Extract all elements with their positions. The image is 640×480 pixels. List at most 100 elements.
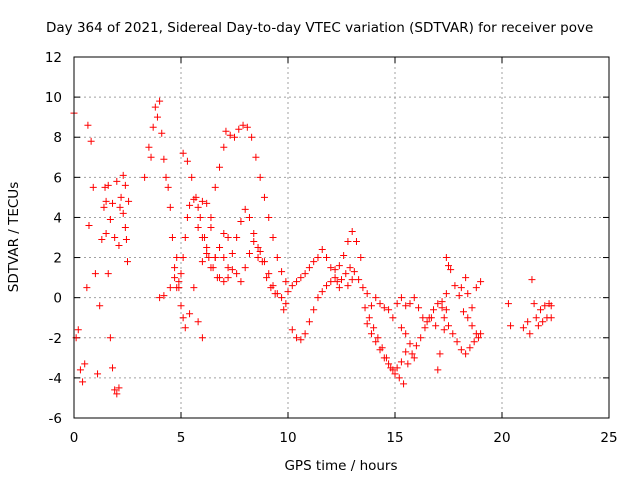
data-point — [213, 274, 221, 282]
data-point — [149, 123, 157, 131]
data-point — [397, 294, 405, 302]
data-point — [153, 113, 161, 121]
data-point — [370, 324, 378, 332]
data-point — [233, 270, 241, 278]
data-point — [333, 278, 341, 286]
data-point — [85, 221, 93, 229]
data-point — [194, 203, 202, 211]
data-point — [397, 324, 405, 332]
data-point — [265, 270, 273, 278]
data-point — [530, 300, 538, 308]
data-point — [186, 310, 194, 318]
data-point — [278, 294, 286, 302]
data-point — [160, 292, 168, 300]
data-point — [196, 213, 204, 221]
data-point — [395, 374, 403, 382]
data-point — [357, 254, 365, 262]
data-point — [406, 340, 414, 348]
data-point — [156, 294, 164, 302]
data-point — [466, 344, 474, 352]
data-point — [216, 163, 224, 171]
data-point — [248, 133, 256, 141]
data-point — [402, 348, 410, 356]
data-point — [81, 360, 89, 368]
data-point — [301, 270, 309, 278]
data-point — [537, 306, 545, 314]
data-point — [547, 314, 555, 322]
data-point — [323, 282, 331, 290]
data-point — [335, 284, 343, 292]
data-point — [305, 318, 313, 326]
data-point — [211, 254, 219, 262]
plot-frame — [73, 56, 610, 419]
x-tick-label: 20 — [493, 430, 510, 446]
data-point — [237, 217, 245, 225]
data-point — [380, 304, 388, 312]
data-point — [282, 300, 290, 308]
data-point — [96, 302, 104, 310]
data-point — [231, 133, 238, 141]
data-point — [183, 157, 191, 165]
axis-ticks: 0 5 10 15 20 25 -6 -4 -2 0 2 4 6 8 10 12 — [45, 50, 618, 446]
data-point — [79, 378, 87, 386]
data-point — [106, 215, 114, 223]
data-point — [228, 250, 236, 258]
data-point — [365, 314, 373, 322]
data-point — [237, 278, 245, 286]
data-point — [113, 390, 121, 398]
data-point — [477, 278, 485, 286]
data-point — [181, 324, 189, 332]
data-point — [457, 346, 465, 354]
data-point — [442, 254, 450, 262]
data-point — [162, 173, 170, 181]
data-point — [177, 302, 185, 310]
data-point — [109, 199, 117, 207]
data-point — [76, 366, 84, 374]
data-point — [166, 284, 174, 292]
data-point — [282, 278, 290, 286]
data-point — [359, 284, 367, 292]
data-point — [104, 181, 112, 189]
data-point — [305, 264, 313, 272]
data-point — [363, 290, 371, 298]
data-point — [121, 223, 129, 231]
data-point — [91, 270, 99, 278]
data-point — [252, 153, 260, 161]
data-point — [404, 360, 412, 368]
data-point — [468, 304, 476, 312]
data-point — [462, 350, 470, 358]
data-point — [245, 213, 253, 221]
data-point — [288, 326, 296, 334]
data-point — [367, 302, 375, 310]
data-point — [363, 320, 371, 328]
data-point — [188, 173, 196, 181]
y-axis-title: SDTVAR / TECUs — [6, 182, 22, 292]
x-axis-title: GPS time / hours — [284, 458, 397, 474]
data-point — [440, 326, 448, 334]
data-point — [207, 264, 215, 272]
data-series-sdtvar — [70, 97, 555, 398]
data-point — [376, 346, 384, 354]
data-point — [198, 197, 206, 205]
data-point — [269, 234, 277, 241]
y-tick-label: 8 — [53, 130, 62, 146]
data-point — [419, 314, 427, 322]
data-point — [158, 129, 166, 137]
data-point — [175, 278, 183, 286]
data-point — [455, 292, 463, 300]
data-point — [344, 238, 352, 246]
data-point — [254, 254, 262, 262]
data-point — [119, 209, 127, 217]
y-tick-label: 6 — [53, 170, 62, 186]
data-point — [98, 236, 106, 244]
data-point — [141, 173, 149, 181]
data-point — [84, 121, 92, 129]
data-point — [203, 244, 211, 252]
data-point — [519, 324, 527, 332]
data-point — [241, 205, 249, 213]
data-point — [198, 334, 206, 342]
data-point — [260, 258, 268, 266]
data-point — [361, 304, 369, 312]
data-point — [297, 336, 305, 344]
